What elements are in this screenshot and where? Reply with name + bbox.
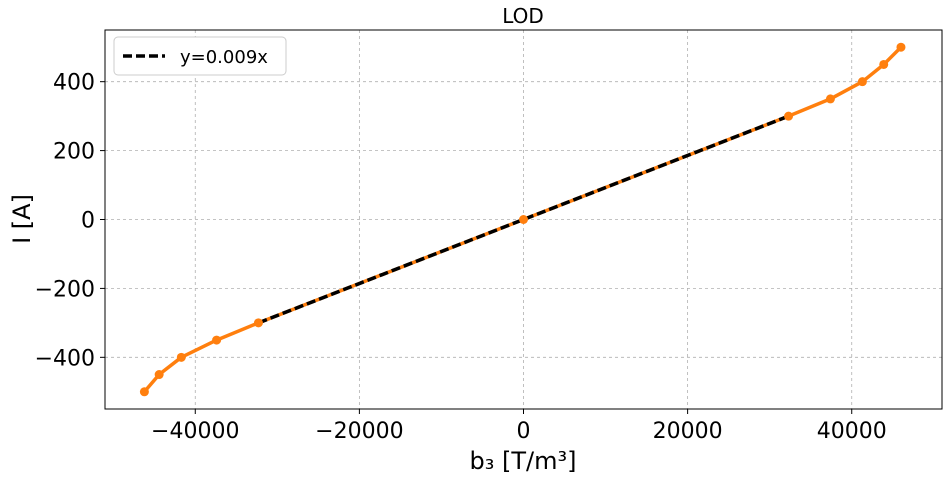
data-point xyxy=(154,370,164,380)
grid xyxy=(105,30,942,409)
x-tick-label: 40000 xyxy=(817,419,887,444)
x-tick-label: −20000 xyxy=(315,419,403,444)
data-point xyxy=(253,318,263,328)
x-tick-label: −40000 xyxy=(151,419,239,444)
series-markers xyxy=(139,42,906,397)
y-tick-label: −400 xyxy=(35,346,95,371)
y-axis-title: I [A] xyxy=(8,194,36,244)
x-tick-label: 20000 xyxy=(653,419,723,444)
data-point xyxy=(896,42,906,52)
data-point xyxy=(176,352,186,362)
data-point xyxy=(825,94,835,104)
series-line-fit xyxy=(257,114,790,325)
y-tick-label: 0 xyxy=(81,209,95,234)
data-point xyxy=(212,335,222,345)
y-tick-label: 400 xyxy=(53,71,95,96)
axis-ticks: −40000 −20000 0 20000 40000 −400 −200 0 200 400 xyxy=(35,71,887,444)
data-point xyxy=(519,215,528,224)
x-axis-title: b₃ [T/m³] xyxy=(470,447,577,475)
y-tick-label: 200 xyxy=(53,140,95,165)
y-tick-label: −200 xyxy=(35,277,95,302)
legend-box xyxy=(113,36,287,76)
chart-title: LOD xyxy=(502,4,544,28)
data-point xyxy=(857,77,867,87)
data-point xyxy=(784,111,794,121)
data-point xyxy=(879,59,889,69)
legend-label: y=0.009x xyxy=(180,47,268,68)
x-tick-label: 0 xyxy=(517,419,531,444)
data-point xyxy=(139,387,149,397)
legend: y=0.009x xyxy=(113,36,287,76)
